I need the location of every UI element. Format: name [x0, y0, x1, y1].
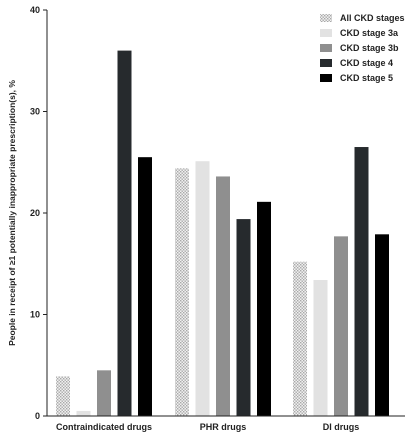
- legend-swatch: [320, 29, 332, 37]
- bar-1-1: [195, 161, 210, 416]
- bar-1-0: [175, 168, 189, 416]
- y-axis-title: People in receipt of ≥1 potentially inap…: [7, 80, 17, 346]
- bar-1-4: [257, 201, 271, 416]
- legend-label: All CKD stages: [340, 13, 405, 23]
- bar-2-0: [293, 261, 307, 416]
- bar-0-2: [97, 370, 111, 416]
- bars-group: [56, 50, 389, 417]
- plot-area: 0 10 20 30 40 Contraindicated drugs PHR drugs…: [30, 5, 405, 432]
- bar-0-4: [138, 157, 152, 417]
- bar-0-0: [56, 376, 70, 416]
- bar-2-4: [375, 234, 389, 416]
- bar-2-3: [354, 147, 369, 416]
- y-tick-label: 40: [30, 5, 40, 15]
- y-tick-label: 30: [30, 107, 40, 117]
- y-tick-label: 0: [35, 411, 40, 421]
- legend: All CKD stages CKD stage 3a CKD stage 3b CK…: [320, 13, 405, 83]
- legend-swatch: [320, 44, 332, 52]
- legend-label: CKD stage 5: [340, 73, 393, 83]
- y-tick-label: 10: [30, 310, 40, 320]
- x-category-label: PHR drugs: [200, 422, 247, 432]
- bar-0-1: [76, 410, 91, 416]
- legend-label: CKD stage 4: [340, 58, 393, 68]
- x-category-label: Contraindicated drugs: [56, 422, 152, 432]
- bar-1-3: [236, 219, 251, 416]
- bar-1-2: [216, 176, 230, 416]
- legend-swatch: [320, 74, 332, 82]
- x-axis-category-labels: Contraindicated drugs PHR drugs DI drugs: [56, 422, 359, 432]
- y-tick-label: 20: [30, 208, 40, 218]
- bar-0-3: [117, 50, 132, 416]
- x-category-label: DI drugs: [323, 422, 360, 432]
- legend-swatch: [320, 59, 332, 67]
- legend-swatch: [320, 14, 332, 22]
- bar-2-2: [334, 236, 348, 416]
- legend-label: CKD stage 3b: [340, 43, 399, 53]
- y-axis-ticks: 0 10 20 30 40: [30, 5, 47, 421]
- legend-label: CKD stage 3a: [340, 28, 399, 38]
- bar-2-1: [313, 279, 328, 416]
